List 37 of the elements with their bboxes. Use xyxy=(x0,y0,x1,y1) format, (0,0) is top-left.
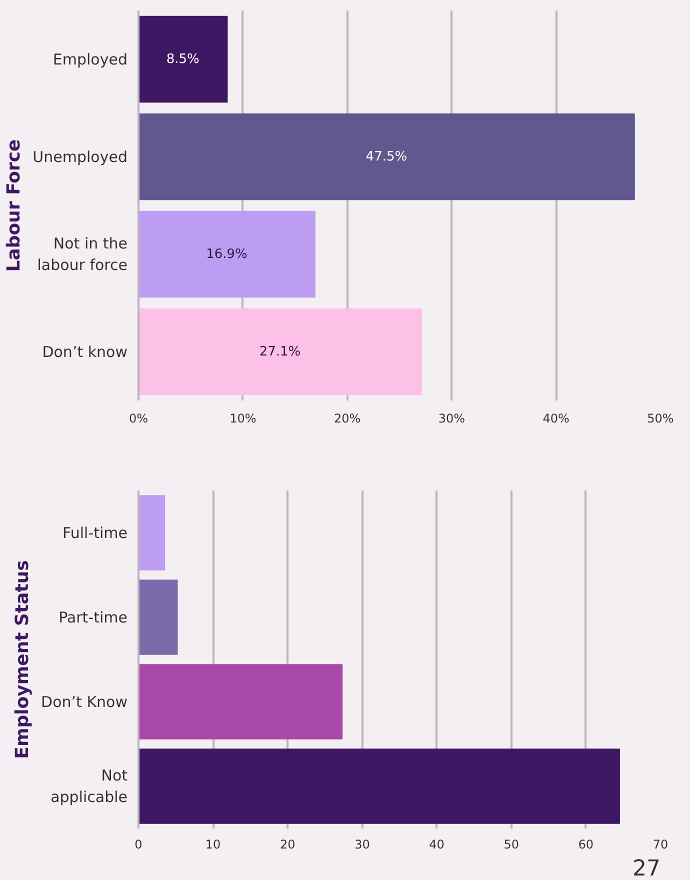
x-tick-label: 50 xyxy=(504,838,520,852)
bar xyxy=(138,16,228,103)
data-label: 27.1% xyxy=(259,344,301,360)
x-tick-label: 70 xyxy=(652,838,668,852)
y-tick-label: Don’t Know xyxy=(41,692,128,711)
data-label: 16.9% xyxy=(206,246,248,262)
bar xyxy=(138,664,343,740)
y-axis-title: Labour Force xyxy=(4,139,25,272)
data-label: 8.5% xyxy=(166,52,200,67)
x-tick-label: 30% xyxy=(438,412,466,426)
y-tick-label: Part-time xyxy=(58,608,128,626)
bar xyxy=(138,748,620,824)
bar xyxy=(138,113,635,200)
x-tick-label: 10 xyxy=(205,838,221,852)
x-tick-label: 0% xyxy=(128,412,148,426)
bar xyxy=(138,495,166,570)
y-axis-title: Employment Status xyxy=(12,560,34,759)
y-tick-label: Unemployed xyxy=(32,148,128,166)
y-tick-label: Don’t know xyxy=(42,342,128,361)
x-tick-label: 50% xyxy=(647,412,674,426)
x-tick-label: 10% xyxy=(230,412,256,426)
y-tick-label: Not in the labour force xyxy=(37,234,128,274)
x-tick-label: 20% xyxy=(334,412,361,426)
x-tick-label: 20 xyxy=(280,838,296,852)
bar xyxy=(138,308,422,396)
x-tick-label: 30 xyxy=(354,838,370,852)
text: 27 xyxy=(632,856,661,882)
y-tick-label: Employed xyxy=(52,50,128,68)
x-tick-label: 40 xyxy=(429,838,444,852)
bar xyxy=(138,210,316,298)
x-tick-label: 60 xyxy=(578,838,594,852)
y-tick-label: Full-time xyxy=(62,524,128,542)
x-tick-label: 0 xyxy=(134,838,142,852)
data-label: 47.5% xyxy=(366,149,408,164)
x-tick-label: 40% xyxy=(542,412,570,426)
y-tick-label: Not applicable xyxy=(50,766,128,806)
bar xyxy=(138,580,178,655)
